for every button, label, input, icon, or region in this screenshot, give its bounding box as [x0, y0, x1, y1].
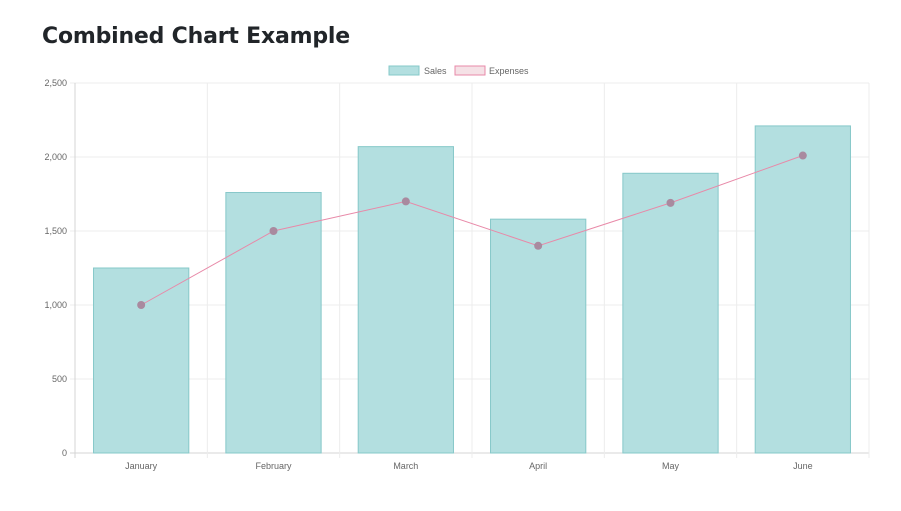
expenses-point [666, 198, 675, 207]
expenses-point [534, 241, 543, 250]
sales-bar [490, 218, 587, 454]
expenses-line [137, 151, 807, 309]
expenses-point [269, 227, 278, 235]
x-tick-label: March [393, 461, 418, 471]
grid [70, 82, 870, 458]
x-tick-label: January [125, 461, 158, 471]
legend-item-sales[interactable]: Sales [388, 65, 447, 76]
x-tick-label: May [662, 461, 680, 471]
y-tick-label: 1,500 [44, 226, 67, 236]
expenses-point [401, 197, 410, 206]
legend-label-expenses: Expenses [489, 66, 529, 76]
legend-label-sales: Sales [424, 66, 447, 76]
sales-bar [225, 192, 322, 454]
expenses-line-path [140, 155, 804, 306]
sales-bar [93, 267, 190, 454]
x-tick-label: April [529, 461, 547, 471]
y-tick-label: 0 [62, 448, 67, 458]
y-tick-label: 500 [52, 374, 67, 384]
y-tick-label: 1,000 [44, 300, 67, 310]
axes: 0 500 1,000 1,500 2,000 2,500 January February M… [44, 78, 812, 471]
sales-bars [93, 125, 851, 454]
x-tick-label: June [793, 461, 813, 471]
legend-swatch-expenses [454, 65, 486, 76]
legend-item-expenses[interactable]: Expenses [454, 65, 529, 76]
legend: Sales Expenses [388, 65, 529, 76]
expenses-point [137, 301, 146, 309]
x-tick-label: February [255, 461, 292, 471]
page-title: Combined Chart Example [42, 24, 350, 49]
sales-bar [622, 172, 719, 454]
legend-swatch-sales [388, 65, 420, 76]
sales-bar [357, 146, 454, 454]
expenses-point [798, 151, 807, 160]
sales-bar [754, 125, 851, 454]
y-tick-label: 2,000 [44, 152, 67, 162]
y-tick-label: 2,500 [44, 78, 67, 88]
